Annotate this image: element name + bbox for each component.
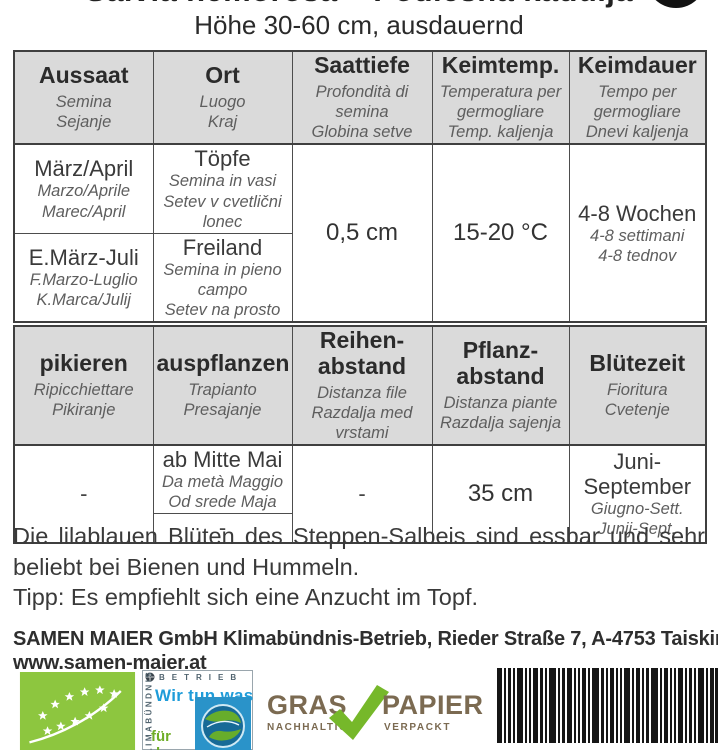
header-sub: Tempo per germogliare Dnevi kaljenja [585, 82, 689, 141]
header-label: auspflanzen [156, 349, 290, 376]
header-label: Keimtemp. [441, 52, 560, 78]
klimabuendnis-logo: BETRIEB KLIMABÜNDNIS Wir tun was für den [142, 670, 253, 750]
company-block: SAMEN MAIER GmbH Klimabündnis-Betrieb, R… [13, 627, 718, 676]
cell-aussaat-1: März/April Marzo/Aprile Marec/April [13, 143, 154, 234]
header-label: Aussaat [39, 62, 129, 89]
header-keimdauer: Keimdauer Tempo per germogliare Dnevi kal… [568, 50, 707, 146]
barcode [497, 668, 718, 743]
header-sub: Ripicchiettare Pikiranje [33, 380, 134, 419]
header-label: Ort [205, 62, 240, 89]
cell-pflanzabstand-value: 35 cm [431, 444, 570, 544]
nachhaltig-word: NACHHALTIG [267, 722, 349, 733]
page-subtitle: Höhe 30-60 cm, ausdauernd [194, 10, 524, 40]
header-aussaat: Aussaat Semina Sejanje [13, 50, 154, 146]
header-sub: Fioritura Cvetenje [604, 380, 670, 419]
header-sub: Luogo Kraj [199, 92, 246, 131]
eu-organic-leaf-logo [19, 672, 136, 750]
header-keimtemp: Keimtemp. Temperatura per germogliare Tem… [431, 50, 570, 146]
header-ort: Ort Luogo Kraj [152, 50, 293, 146]
cell-auspflanzen-value: ab Mitte Mai Da metà Maggio Od srede Maja [152, 444, 293, 515]
cell-ort-1: Töpfe Semina in vasi Setev v cvetlični lo… [152, 143, 293, 234]
cell-pikieren-value: - [13, 444, 154, 544]
header-saattiefe: Saattiefe Profondità di semina Globina se… [291, 50, 433, 146]
cell-ort-2: Freiland Semina in pieno campo Setev na p… [152, 232, 293, 323]
gras-papier-logo: GRAS NACHHALTIG PAPIER VERPACKT [267, 685, 497, 748]
company-website: www.samen-maier.at [13, 652, 207, 675]
header-label: Saattiefe [314, 52, 410, 78]
cell-auspflanzen-extra: - [152, 513, 293, 544]
cell-saattiefe-value: 0,5 cm [291, 143, 433, 323]
cell-keimdauer-value: 4-8 Wochen 4-8 settimani 4-8 tednov [568, 143, 707, 323]
sowing-table: Aussaat Semina Sejanje Ort Luogo Kraj Saat… [13, 50, 707, 324]
sowing-row-1: März/April Marzo/Aprile Marec/April Töpfe… [13, 143, 707, 323]
description-text: Die lilablauen Blüten des Steppen-Salbei… [13, 523, 705, 580]
header-label: Keimdauer [577, 52, 697, 78]
planting-table-header-row: pikieren Ripicchiettare Pikiranje auspfla… [13, 325, 707, 446]
papier-word: PAPIER [382, 690, 484, 720]
header-pikieren: pikieren Ripicchiettare Pikiranje [13, 325, 154, 446]
cell-aussaat-2: E.März-Juli F.Marzo-Luglio K.Marca/Julij [13, 232, 154, 323]
header-label: Reihen- abstand [317, 327, 407, 379]
header-sub: Trapianto Presajanje [183, 380, 262, 419]
header-pflanzabstand: Pflanz- abstand Distanza piante Razdalja … [431, 325, 570, 446]
sowing-row-2: E.März-Juli F.Marzo-Luglio K.Marca/Julij … [13, 232, 706, 323]
klima-slogan2: für den [151, 728, 178, 750]
checkmark-icon [329, 685, 389, 740]
cell-bluetezeit-value: Juni- September Giugno-Sett. Junij-Sept. [568, 444, 707, 544]
verpackt-word: VERPACKT [384, 722, 452, 733]
planting-row-2: - [14, 513, 706, 544]
header-label: Pflanz- abstand [456, 337, 545, 389]
cell-reihenabstand-value: - [291, 444, 433, 544]
header-sub: Distanza file Razdalja med vrstami [311, 383, 413, 442]
corner-circle [646, 0, 706, 8]
cell-keimtemp-value: 15-20 °C [431, 143, 570, 323]
header-sub: Distanza piante Razdalja sajenja [439, 393, 562, 432]
klima-betrieb-label: BETRIEB [159, 673, 244, 682]
header-reihenabstand: Reihen- abstand Distanza file Razdalja me… [291, 325, 433, 446]
header-label: Blütezeit [589, 349, 686, 376]
mini-globe-icon [145, 672, 155, 682]
header-auspflanzen: auspflanzen Trapianto Presajanje [152, 325, 293, 446]
sowing-table-header-row: Aussaat Semina Sejanje Ort Luogo Kraj Saat… [13, 50, 707, 146]
header-sub: Semina Sejanje [55, 92, 112, 131]
globe-illustration [195, 697, 251, 750]
header-bluetezeit: Blütezeit Fioritura Cvetenje [568, 325, 707, 446]
notes-block: Die lilablauen Blüten des Steppen-Salbei… [13, 521, 705, 613]
header-sub: Profondità di semina Globina setve [311, 82, 413, 141]
page-title: Salvia nemorosa – Podlesna kadulja [0, 0, 718, 9]
planting-row-1: - ab Mitte Mai Da metà Maggio Od srede Ma… [13, 444, 707, 544]
header-sub: Temperatura per germogliare Temp. kaljenj… [439, 82, 562, 141]
header-label: pikieren [39, 349, 128, 376]
tip-text: Tipp: Es empfiehlt sich eine Anzucht im … [13, 584, 479, 611]
planting-table: pikieren Ripicchiettare Pikiranje auspfla… [13, 325, 707, 545]
company-address: SAMEN MAIER GmbH Klimabündnis-Betrieb, R… [13, 628, 718, 650]
